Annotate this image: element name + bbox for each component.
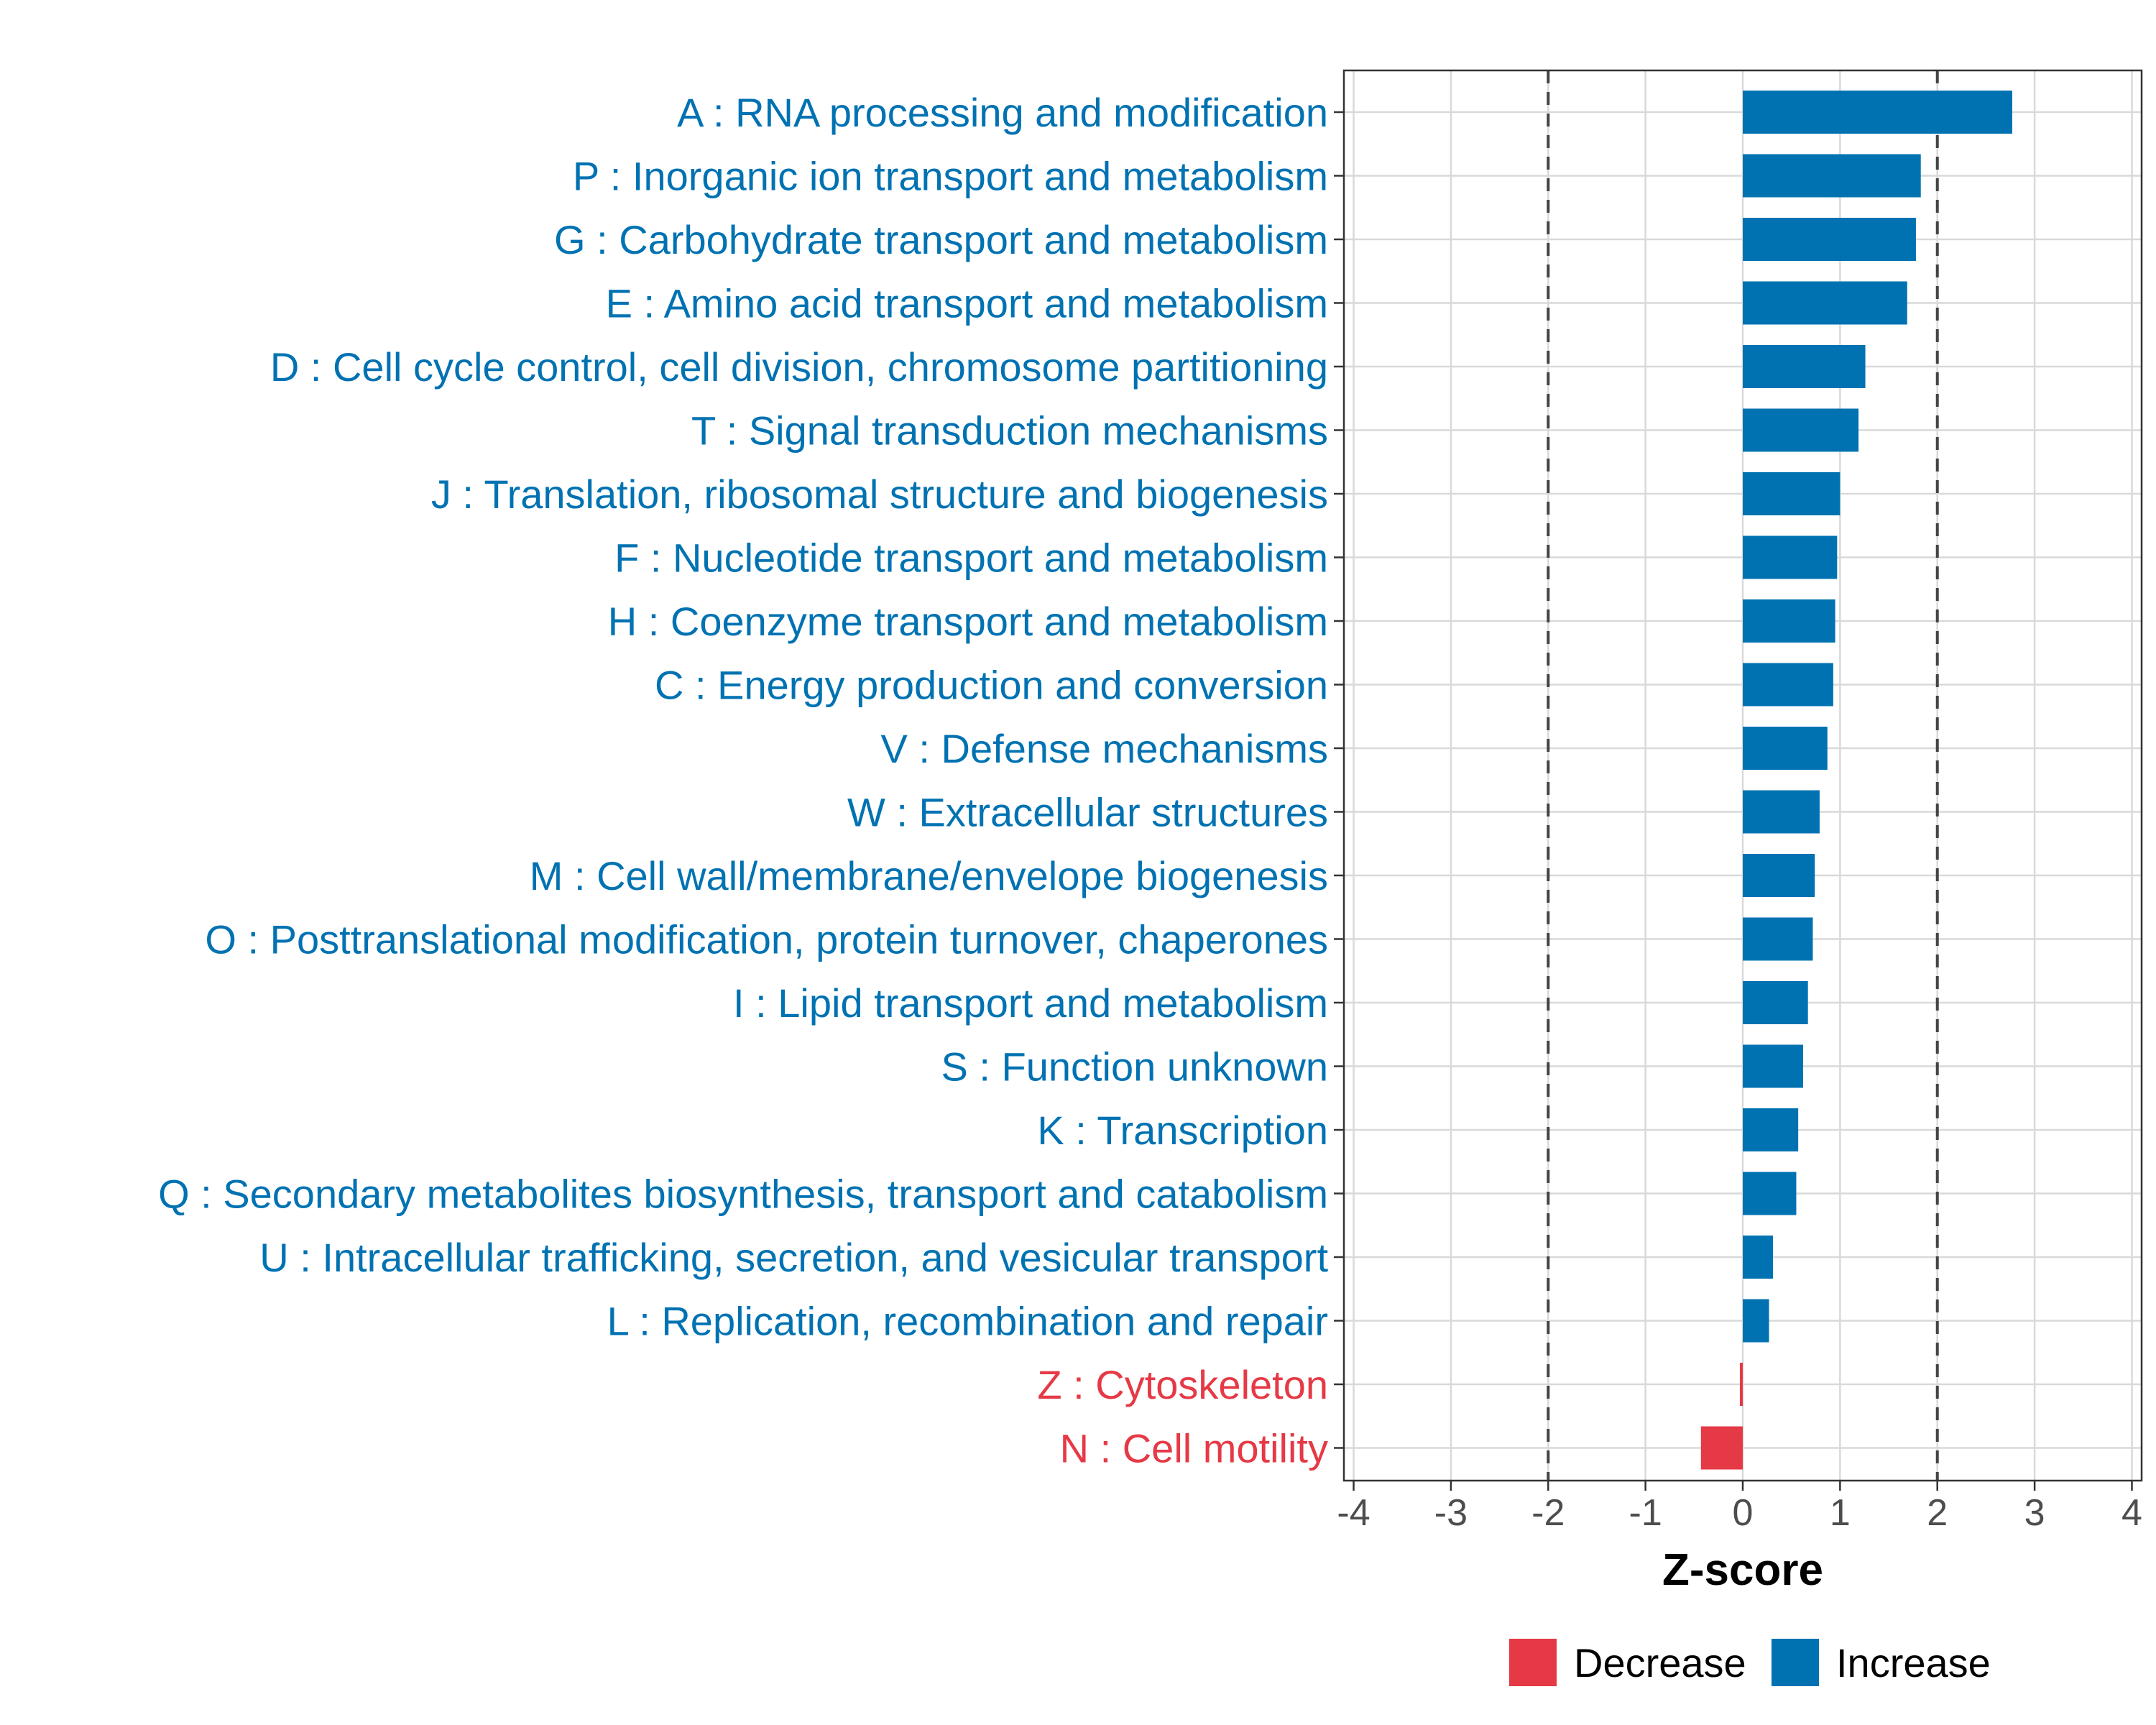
category-label-9: C : Energy production and conversion (655, 663, 1328, 708)
x-axis: -4 -3 -2 -1 0 1 2 3 4 (1337, 1481, 2142, 1534)
x-axis-title: Z-score (1662, 1545, 1823, 1595)
category-label-20: Z : Cytoskeleton (1037, 1362, 1328, 1407)
legend-swatch-decrease (1509, 1639, 1557, 1686)
category-label-12: M : Cell wall/membrane/envelope biogenes… (530, 853, 1328, 898)
bar-20 (1739, 1363, 1743, 1406)
bar-19 (1743, 1299, 1769, 1343)
legend-swatch-increase (1772, 1639, 1819, 1686)
bar-2 (1743, 218, 1916, 261)
bar-14 (1743, 981, 1808, 1024)
bar-18 (1743, 1236, 1773, 1279)
bar-5 (1743, 408, 1859, 452)
category-label-10: V : Defense mechanisms (881, 726, 1328, 771)
bar-10 (1743, 727, 1828, 770)
category-label-8: H : Coenzyme transport and metabolism (608, 599, 1328, 644)
legend: Decrease Increase (1509, 1639, 1991, 1686)
bar-4 (1743, 345, 1866, 388)
category-label-16: K : Transcription (1037, 1108, 1328, 1153)
x-tick-label-8: 4 (2122, 1492, 2142, 1534)
bar-16 (1743, 1108, 1799, 1151)
y-axis-category-labels: A : RNA processing and modification P : I… (158, 90, 1328, 1471)
category-label-2: G : Carbohydrate transport and metabolis… (554, 217, 1328, 262)
x-tick-label-5: 1 (1830, 1492, 1851, 1534)
category-label-5: T : Signal transduction mechanisms (691, 408, 1328, 454)
bar-17 (1743, 1172, 1797, 1215)
x-tick-label-2: -2 (1531, 1492, 1565, 1534)
reference-lines (1547, 70, 1939, 1481)
bar-15 (1743, 1044, 1803, 1088)
category-label-21: N : Cell motility (1060, 1426, 1328, 1471)
category-label-7: F : Nucleotide transport and metabolism (614, 535, 1328, 581)
bar-21 (1700, 1426, 1743, 1470)
category-label-3: E : Amino acid transport and metabolism (606, 281, 1328, 326)
bar-11 (1743, 790, 1820, 834)
category-label-14: I : Lipid transport and metabolism (733, 980, 1328, 1026)
bar-12 (1743, 854, 1815, 897)
category-label-1: P : Inorganic ion transport and metaboli… (573, 154, 1328, 199)
category-label-19: L : Replication, recombination and repai… (607, 1299, 1328, 1344)
y-axis-ticks (1334, 111, 1344, 1449)
x-tick-label-3: -1 (1629, 1492, 1662, 1534)
category-label-18: U : Intracellular trafficking, secretion… (259, 1235, 1328, 1280)
x-tick-label-7: 3 (2024, 1492, 2045, 1534)
legend-label-decrease: Decrease (1574, 1640, 1746, 1685)
category-label-13: O : Posttranslational modification, prot… (205, 917, 1328, 962)
bar-9 (1743, 663, 1833, 707)
category-label-4: D : Cell cycle control, cell division, c… (270, 344, 1328, 390)
category-label-11: W : Extracellular structures (847, 790, 1328, 835)
bars (1700, 91, 2012, 1470)
bar-3 (1743, 281, 1907, 325)
bar-0 (1743, 91, 2012, 134)
bar-8 (1743, 599, 1835, 643)
category-label-17: Q : Secondary metabolites biosynthesis, … (158, 1172, 1328, 1217)
category-label-0: A : RNA processing and modification (677, 90, 1328, 135)
bar-7 (1743, 535, 1838, 579)
category-label-15: S : Function unknown (941, 1044, 1328, 1090)
bar-6 (1743, 472, 1841, 515)
legend-label-increase: Increase (1836, 1640, 1991, 1685)
bar-13 (1743, 917, 1813, 961)
x-tick-label-1: -3 (1434, 1492, 1468, 1534)
category-label-6: J : Translation, ribosomal structure and… (431, 472, 1328, 517)
x-tick-label-6: 2 (1927, 1492, 1948, 1534)
x-tick-label-0: -4 (1337, 1492, 1370, 1534)
x-tick-label-4: 0 (1733, 1492, 1754, 1534)
bar-1 (1743, 154, 1921, 198)
